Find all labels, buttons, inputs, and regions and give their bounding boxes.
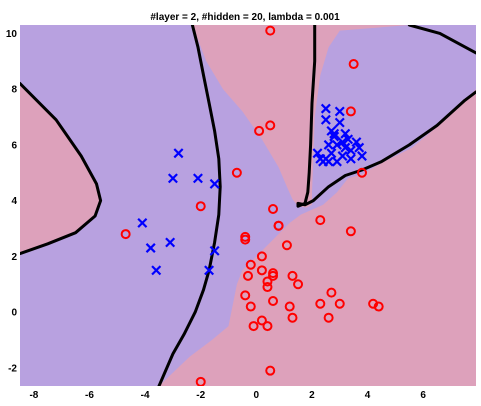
circle-point [262,321,273,332]
circle-point [357,167,367,178]
cross-point [331,156,342,167]
x-tick-label: 2 [309,390,315,401]
circle-point [248,321,259,332]
cross-point [167,173,178,184]
cross-point [209,178,220,189]
decision-boundary [20,82,103,256]
cross-point [345,153,356,164]
circle-point [287,312,298,323]
cross-point [340,142,351,153]
circle-point [243,270,253,281]
decision-boundaries [20,25,476,386]
cross-point [354,142,365,153]
cross-point [137,217,148,228]
x-tick-label: -4 [141,390,150,401]
decision-boundary [157,25,222,386]
cross-point [351,137,362,148]
circle-point [262,276,273,287]
cross-point [357,151,367,161]
circle-point [256,315,267,326]
x-tick-label: -2 [196,390,205,401]
x-tick-label: -6 [85,390,94,401]
y-tick-label: 2 [11,252,17,263]
cross-point [329,128,340,139]
chart-title: #layer = 2, #hidden = 20, lambda = 0.001 [150,12,340,23]
cross-point [312,148,323,159]
cross-point [331,139,342,150]
circle-point [120,229,131,240]
circle-point [231,167,242,178]
x-tick-label: 0 [254,390,260,401]
circle-point [245,301,256,312]
cross-point [345,145,356,156]
circle-point [245,259,256,270]
cross-point [151,265,162,276]
circle-point [293,279,304,290]
circle-point [345,226,356,237]
cross-point [204,265,215,276]
circle-point [262,282,273,293]
cross-point [315,153,326,164]
circle-point [265,365,276,376]
purple-region [20,25,476,386]
circle-point [315,298,326,309]
cross-point [337,137,348,148]
cross-point [326,148,337,159]
x-tick-label: 6 [420,390,426,401]
circle-point [326,287,337,298]
cross-point [320,114,331,125]
cross-point [329,131,340,142]
circle-point [345,106,356,117]
y-tick-label: 8 [11,85,17,96]
cross-point [209,245,220,256]
circle-point [287,270,298,281]
circle-point [323,312,334,323]
circle-point [373,301,384,312]
circle-point [265,120,276,131]
y-tick-label: 0 [11,308,17,319]
y-tick-label: 6 [11,140,17,151]
x-tick-label: 4 [365,390,371,401]
circle-point [240,234,251,245]
circle-point [273,220,284,231]
circle-point [315,215,326,226]
circle-point [268,295,279,306]
y-tick-label: -2 [8,363,17,374]
circle-point [334,298,345,309]
cross-point [340,128,351,139]
circle-point [284,301,295,312]
circle-point [195,201,206,212]
decision-boundary [296,25,476,208]
decision-boundary [407,25,476,55]
circle-point [254,125,265,136]
circle-point [268,203,279,214]
y-tick-label: 4 [11,196,17,207]
cross-point [334,117,345,128]
circle-point [256,265,267,276]
plot-area [20,25,476,386]
cross-point [165,237,176,248]
circle-point [265,25,276,36]
cross-point [343,134,354,145]
cross-point [334,106,345,117]
y-axis-ticks: -2 0 2 4 6 8 10 [6,29,18,375]
circle-point [268,270,279,281]
x-axis-ticks: -8 -6 -4 -2 0 2 4 6 [29,390,426,401]
circle-point [256,251,267,262]
decision-regions [20,25,476,386]
cross-point [323,139,334,150]
circle-point [195,376,206,386]
cross-point [323,156,334,167]
cross-point [173,148,184,159]
y-tick-label: 10 [6,29,18,40]
x-tick-label: -8 [29,390,38,401]
circle-point [348,59,359,70]
cross-point [320,103,331,114]
cross-point [192,173,203,184]
circle-point [281,240,292,251]
circle-point [240,290,251,301]
data-points [120,25,384,386]
cross-point [145,243,156,253]
